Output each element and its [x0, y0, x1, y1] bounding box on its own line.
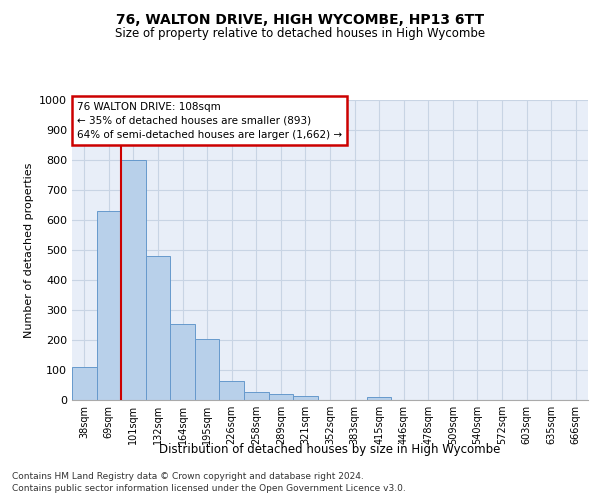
Text: Size of property relative to detached houses in High Wycombe: Size of property relative to detached ho… — [115, 28, 485, 40]
Text: Distribution of detached houses by size in High Wycombe: Distribution of detached houses by size … — [160, 442, 500, 456]
Bar — [269, 394, 293, 400]
Text: Contains HM Land Registry data © Crown copyright and database right 2024.: Contains HM Land Registry data © Crown c… — [12, 472, 364, 481]
Bar — [170, 324, 195, 400]
Bar — [97, 211, 121, 400]
Bar — [121, 160, 146, 400]
Y-axis label: Number of detached properties: Number of detached properties — [23, 162, 34, 338]
Bar — [195, 338, 220, 400]
Text: 76, WALTON DRIVE, HIGH WYCOMBE, HP13 6TT: 76, WALTON DRIVE, HIGH WYCOMBE, HP13 6TT — [116, 12, 484, 26]
Bar — [244, 392, 269, 400]
Bar — [72, 367, 97, 400]
Bar — [293, 396, 318, 400]
Bar — [220, 382, 244, 400]
Bar — [367, 397, 391, 400]
Bar — [146, 256, 170, 400]
Text: 76 WALTON DRIVE: 108sqm
← 35% of detached houses are smaller (893)
64% of semi-d: 76 WALTON DRIVE: 108sqm ← 35% of detache… — [77, 102, 342, 140]
Text: Contains public sector information licensed under the Open Government Licence v3: Contains public sector information licen… — [12, 484, 406, 493]
